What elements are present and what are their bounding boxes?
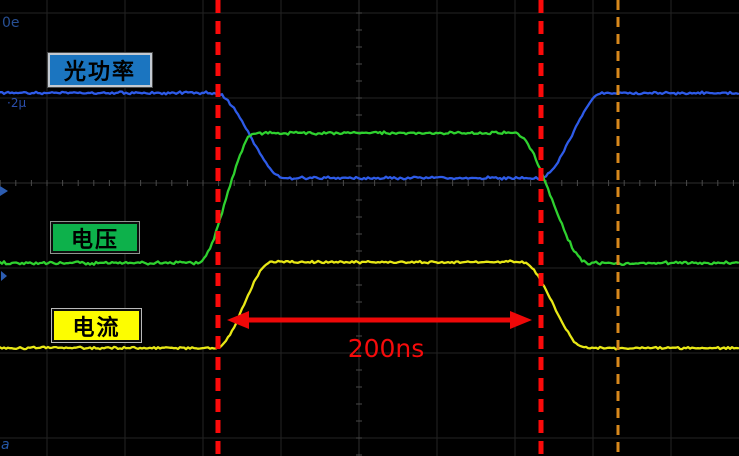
trace-voltage <box>0 130 739 266</box>
pulse-width-measurement: 200ns <box>347 334 425 363</box>
trace-current <box>0 259 739 351</box>
optical-power-label-text: 光功率 <box>63 60 136 85</box>
waveform-traces <box>0 90 739 351</box>
voltage-label-text: 电压 <box>70 227 119 253</box>
channel-markers <box>0 186 8 281</box>
time-cursors[interactable] <box>215 0 620 456</box>
scope-residual-text: a <box>1 437 10 453</box>
arrow-head-left-icon <box>227 311 249 329</box>
measurement-arrow <box>227 311 532 329</box>
current-label-text: 电流 <box>72 315 121 341</box>
arrow-head-right-icon <box>510 311 532 329</box>
optical-power-label: 光功率 <box>48 53 152 87</box>
scope-scale-text: ·2μ <box>7 96 27 110</box>
scope-residual-text: 0e <box>2 15 20 31</box>
voltage-label: 电压 <box>51 222 139 253</box>
trace-optical-power <box>0 90 739 181</box>
channel-marker-icon <box>1 271 7 281</box>
current-label: 电流 <box>52 309 141 342</box>
channel-marker-icon <box>0 186 8 196</box>
